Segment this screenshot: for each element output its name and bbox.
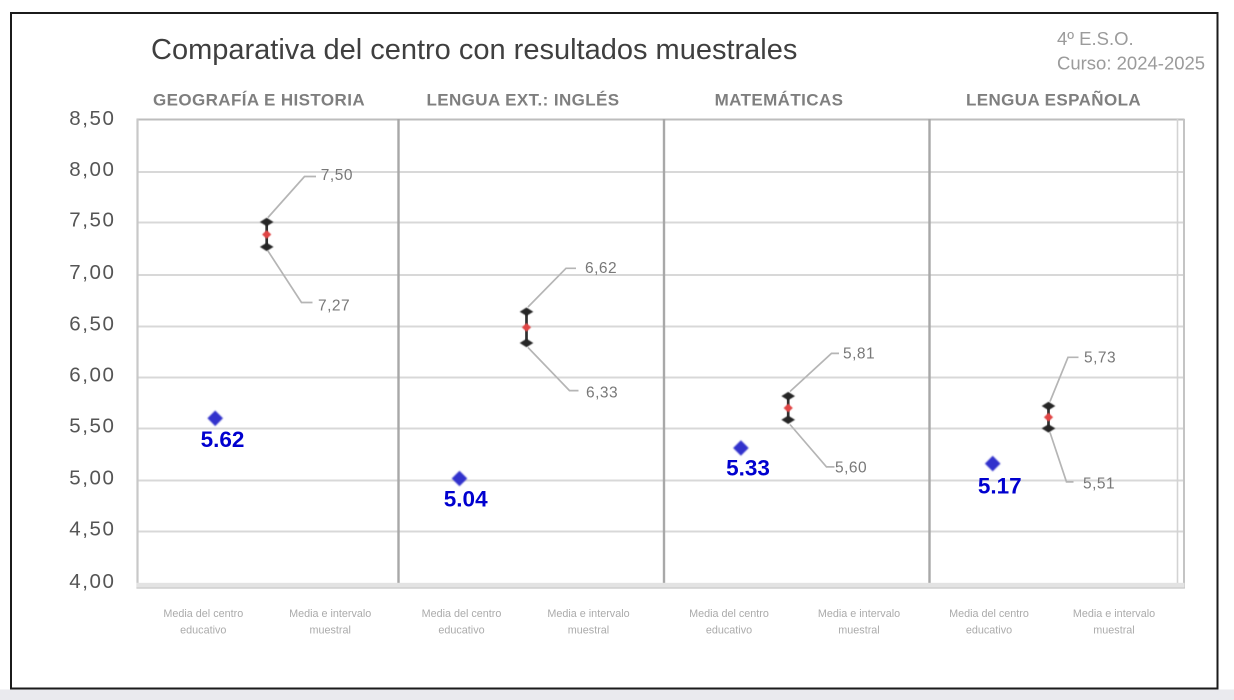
svg-text:5.04: 5.04 <box>444 487 488 512</box>
svg-text:educativo: educativo <box>706 624 752 636</box>
svg-text:5,51: 5,51 <box>1083 476 1115 493</box>
svg-text:5.33: 5.33 <box>726 456 770 481</box>
svg-text:5,60: 5,60 <box>835 460 867 477</box>
svg-text:5,73: 5,73 <box>1084 350 1116 367</box>
svg-text:muestral: muestral <box>309 624 350 636</box>
svg-text:8,00: 8,00 <box>69 158 115 181</box>
svg-text:6,33: 6,33 <box>586 385 618 402</box>
svg-text:LENGUA EXT.: INGLÉS: LENGUA EXT.: INGLÉS <box>426 91 619 110</box>
svg-text:muestral: muestral <box>568 624 609 636</box>
svg-text:5.62: 5.62 <box>201 427 245 452</box>
svg-text:7,27: 7,27 <box>318 298 350 315</box>
svg-text:Comparativa del centro con res: Comparativa del centro con resultados mu… <box>151 34 797 66</box>
svg-text:5,81: 5,81 <box>843 346 875 363</box>
svg-text:4,00: 4,00 <box>69 570 115 593</box>
svg-text:6,00: 6,00 <box>69 364 115 387</box>
svg-text:GEOGRAFÍA E HISTORIA: GEOGRAFÍA E HISTORIA <box>153 91 365 110</box>
svg-text:MATEMÁTICAS: MATEMÁTICAS <box>715 91 844 110</box>
svg-text:Media del centro: Media del centro <box>949 608 1029 620</box>
svg-text:muestral: muestral <box>1093 624 1134 636</box>
svg-text:5,50: 5,50 <box>69 415 115 438</box>
svg-text:educativo: educativo <box>180 624 226 636</box>
svg-text:Media e intervalo: Media e intervalo <box>1073 608 1155 620</box>
svg-text:6,62: 6,62 <box>585 260 617 277</box>
svg-text:5,00: 5,00 <box>69 467 115 490</box>
svg-text:Curso: 2024-2025: Curso: 2024-2025 <box>1057 53 1205 74</box>
svg-text:5.17: 5.17 <box>978 473 1022 498</box>
svg-text:muestral: muestral <box>838 624 879 636</box>
svg-text:Media e intervalo: Media e intervalo <box>547 608 629 620</box>
svg-text:educativo: educativo <box>966 624 1012 636</box>
svg-text:Media del centro: Media del centro <box>689 608 769 620</box>
svg-text:7,00: 7,00 <box>69 261 115 284</box>
svg-text:7,50: 7,50 <box>69 209 115 232</box>
svg-text:8,50: 8,50 <box>69 107 115 130</box>
svg-text:LENGUA ESPAÑOLA: LENGUA ESPAÑOLA <box>966 90 1141 110</box>
svg-text:4º E.S.O.: 4º E.S.O. <box>1057 28 1134 49</box>
svg-text:6,50: 6,50 <box>69 313 115 336</box>
svg-text:Media e intervalo: Media e intervalo <box>289 608 371 620</box>
svg-text:Media del centro: Media del centro <box>422 608 502 620</box>
svg-text:4,50: 4,50 <box>69 518 115 541</box>
svg-text:7,50: 7,50 <box>321 167 353 184</box>
svg-text:educativo: educativo <box>438 624 484 636</box>
svg-text:Media del centro: Media del centro <box>163 608 243 620</box>
svg-text:Media e intervalo: Media e intervalo <box>818 608 900 620</box>
